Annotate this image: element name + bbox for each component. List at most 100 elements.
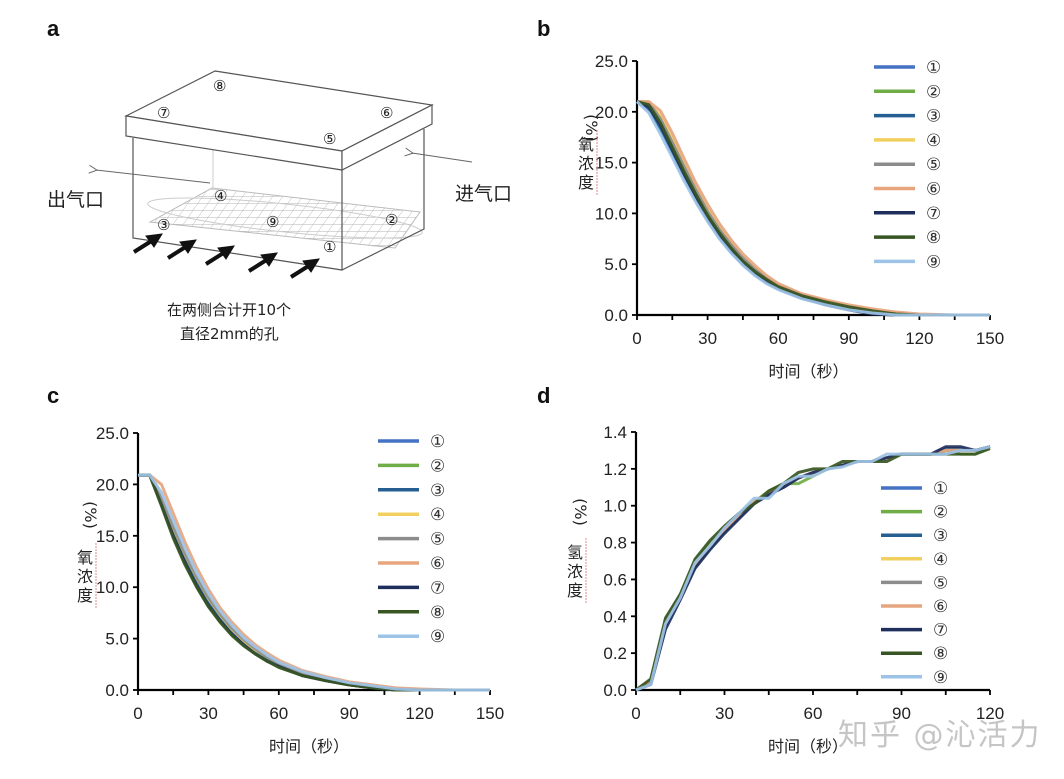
panel-letter-c: c [47, 383, 60, 408]
x-tick-label: 0 [631, 704, 640, 723]
legend-label-7: ⑦ [933, 621, 948, 641]
x-tick-label: 60 [804, 704, 823, 723]
legend-label-5: ⑤ [430, 530, 445, 550]
legend-label-1: ① [430, 432, 445, 452]
y-tick-label: 1.2 [603, 460, 627, 479]
hole-arrow-icon [247, 252, 278, 273]
y-tick-label: 10.0 [96, 578, 129, 597]
y-tick-label: 15.0 [96, 527, 129, 546]
x-tick-label: 90 [892, 704, 911, 723]
legend-label-8: ⑧ [933, 644, 948, 664]
series-line-9 [635, 100, 990, 317]
x-axis-title: 时间（秒） [768, 362, 848, 381]
y-tick-label: 5.0 [105, 630, 129, 649]
x-tick-label: 60 [269, 704, 288, 723]
x-tick-label: 30 [698, 329, 717, 348]
x-tick-label: 0 [632, 329, 641, 348]
legend-label-4: ④ [430, 505, 445, 525]
position-1: ① [323, 238, 336, 256]
x-tick-label: 90 [839, 329, 858, 348]
position-4: ④ [214, 187, 227, 205]
y-tick-label: 15.0 [595, 154, 628, 173]
hole-arrow-icon [166, 239, 197, 260]
position-7: ⑦ [157, 104, 170, 122]
x-tick-label: 150 [976, 329, 1004, 348]
x-tick-label: 30 [715, 704, 734, 723]
panel-letter-d: d [537, 383, 551, 408]
floor-mesh [148, 187, 421, 249]
legend-label-6: ⑥ [933, 597, 948, 617]
legend-label-2: ② [430, 456, 445, 476]
x-tick-label: 90 [340, 704, 359, 723]
y-axis-unit: (%) [81, 501, 100, 529]
hole-note-line1: 在两侧合计开10个 [167, 301, 291, 319]
legend-label-3: ③ [933, 526, 948, 546]
outlet-arrow [96, 170, 211, 184]
legend-label-4: ④ [926, 131, 941, 151]
position-6: ⑥ [380, 104, 393, 122]
y-tick-label: 0.4 [603, 607, 627, 626]
position-5: ⑤ [323, 130, 336, 148]
legend-label-5: ⑤ [933, 573, 948, 593]
y-tick-label: 0.0 [603, 681, 627, 700]
legend-label-9: ⑨ [933, 668, 948, 688]
series-line-9 [635, 445, 991, 692]
legend-label-1: ① [933, 479, 948, 499]
y-tick-label: 0.6 [603, 570, 627, 589]
legend-label-7: ⑦ [926, 204, 941, 224]
legend-label-1: ① [926, 58, 941, 78]
inlet-arrow [412, 153, 473, 163]
y-axis-title: 氧浓度 [578, 135, 594, 192]
position-3: ③ [157, 216, 170, 234]
legend-label-8: ⑧ [430, 603, 445, 623]
legend-label-2: ② [933, 503, 948, 523]
hole-arrows [132, 233, 320, 279]
series-line-6 [637, 100, 990, 317]
x-tick-label: 0 [133, 704, 142, 723]
y-axis-title: 氧浓度 [77, 548, 93, 605]
series-line-9 [138, 473, 490, 692]
y-tick-label: 25.0 [595, 52, 628, 71]
x-tick-label: 60 [769, 329, 788, 348]
x-tick-label: 30 [199, 704, 218, 723]
x-tick-label: 120 [976, 704, 1004, 723]
hole-note-line2: 直径2mm的孔 [180, 325, 279, 343]
position-9: ⑨ [266, 213, 279, 231]
legend-label-9: ⑨ [430, 627, 445, 647]
y-tick-label: 5.0 [604, 255, 628, 274]
x-tick-label: 120 [905, 329, 933, 348]
legend-label-3: ③ [926, 107, 941, 127]
y-tick-label: 20.0 [595, 103, 628, 122]
y-tick-label: 0.8 [603, 534, 627, 553]
legend-label-8: ⑧ [926, 228, 941, 248]
x-tick-label: 150 [476, 704, 504, 723]
legend-label-9: ⑨ [926, 252, 941, 272]
position-markers: ① ② ③ ④ ⑤ ⑥ ⑦ ⑧ ⑨ [157, 77, 398, 256]
x-tick-label: 120 [405, 704, 433, 723]
position-8: ⑧ [213, 77, 226, 95]
panel-letter-a: a [47, 16, 60, 41]
x-axis-title: 时间（秒） [768, 737, 848, 756]
y-tick-label: 0.0 [604, 306, 628, 325]
y-tick-label: 0.0 [105, 681, 129, 700]
hole-arrow-icon [204, 245, 235, 266]
legend-label-3: ③ [430, 481, 445, 501]
y-tick-label: 10.0 [595, 204, 628, 223]
outlet-label: 出气口 [47, 189, 104, 211]
legend-label-5: ⑤ [926, 155, 941, 175]
y-tick-label: 25.0 [96, 424, 129, 443]
hole-arrow-icon [289, 258, 320, 279]
box-lid-side [341, 104, 433, 171]
panel-letter-b: b [537, 16, 551, 41]
y-axis-unit: (%) [571, 498, 590, 526]
y-tick-label: 20.0 [96, 475, 129, 494]
y-tick-label: 1.0 [603, 497, 627, 516]
hole-arrow-icon [132, 233, 163, 254]
watermark: 知乎 @沁活力 [838, 718, 1042, 753]
box-body-side [341, 129, 425, 271]
inlet-label: 进气口 [455, 183, 512, 205]
